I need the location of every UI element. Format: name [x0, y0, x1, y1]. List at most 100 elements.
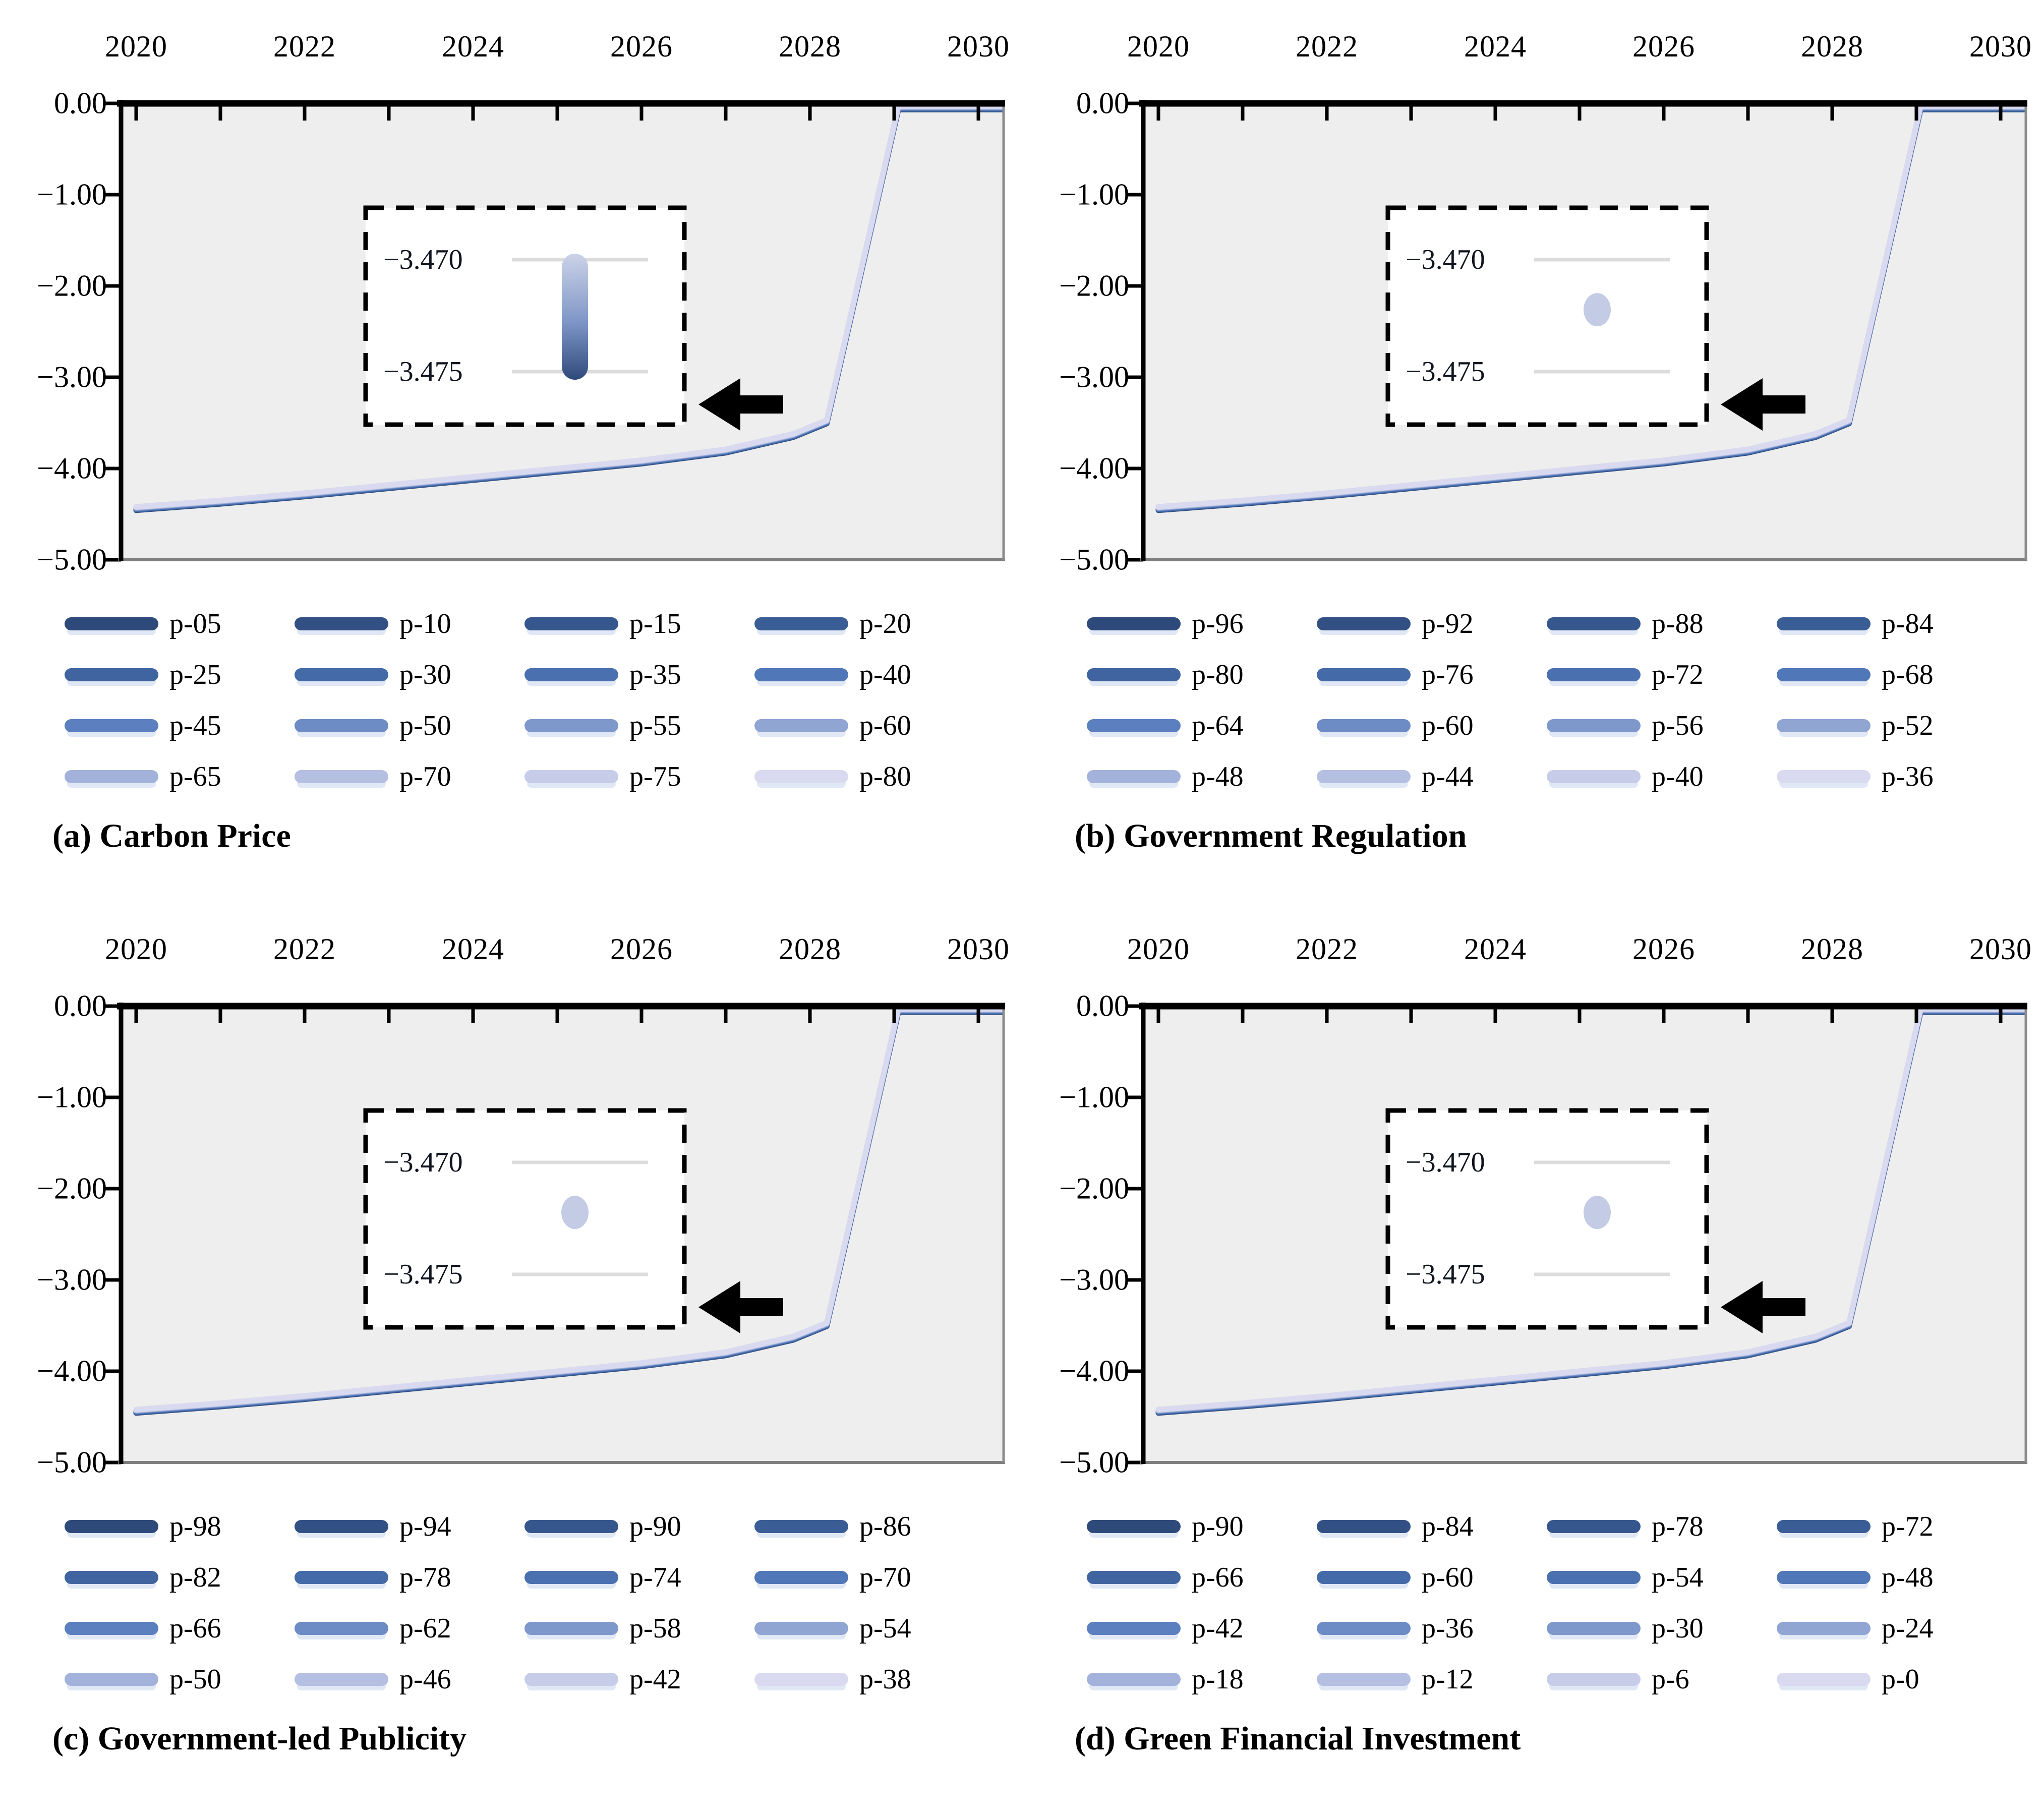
- x-tick-label: 2024: [1464, 30, 1527, 63]
- legend-item: p-78: [295, 1561, 524, 1594]
- x-tick-label: 2024: [442, 932, 504, 966]
- legend-item: p-40: [754, 659, 984, 691]
- y-tick-label: 0.00: [54, 989, 107, 1023]
- series-label: p-90: [1192, 1510, 1244, 1542]
- series-label: p-36: [1882, 760, 1934, 792]
- x-tick-label: 2020: [105, 932, 167, 966]
- legend-item: p-50: [65, 1663, 295, 1695]
- panel-government-regulation: 2020 2022 2024 2026 2028 2030 0.00 −1.00…: [1022, 0, 2044, 903]
- series-color-swatch: [1087, 617, 1181, 630]
- series-color-swatch: [754, 770, 848, 783]
- series-label: p-98: [169, 1510, 221, 1542]
- panel-green-financial-investment: 2020 2022 2024 2026 2028 2030 0.00 −1.00…: [1022, 903, 2044, 1805]
- x-tick-label: 2022: [1296, 932, 1358, 966]
- series-color-swatch: [524, 617, 618, 630]
- series-label: p-36: [1422, 1612, 1474, 1644]
- series-color-swatch: [1317, 617, 1411, 630]
- series-label: p-86: [859, 1510, 911, 1542]
- x-tick-label: 2030: [947, 932, 1010, 966]
- series-color-swatch: [1547, 1621, 1641, 1635]
- legend-item: p-50: [295, 710, 524, 742]
- series-color-swatch: [1547, 1672, 1641, 1686]
- series-color-swatch: [1087, 1672, 1181, 1686]
- x-tick-label: 2026: [1632, 932, 1695, 966]
- series-color-swatch: [754, 719, 848, 732]
- series-label: p-55: [629, 710, 681, 741]
- legend-item: p-80: [754, 760, 984, 793]
- series-label: p-54: [859, 1612, 911, 1644]
- legend-item: p-60: [754, 710, 984, 742]
- legend-item: p-60: [1317, 710, 1547, 742]
- series-label: p-44: [1422, 760, 1474, 792]
- series-label: p-25: [169, 659, 221, 690]
- y-tick-label: −3.00: [1059, 1263, 1129, 1297]
- chart-canvas-government-regulation: [1127, 100, 2027, 562]
- y-tick-label: −3.00: [37, 1263, 107, 1297]
- series-color-swatch: [524, 1672, 618, 1686]
- series-label: p-42: [1192, 1612, 1244, 1644]
- series-color-swatch: [65, 770, 158, 783]
- legend-item: p-46: [295, 1663, 524, 1695]
- series-color-swatch: [65, 1519, 158, 1533]
- y-tick-label: −1.00: [1059, 1080, 1129, 1114]
- series-color-swatch: [295, 1519, 388, 1533]
- y-tick-label: −4.00: [1059, 1354, 1129, 1388]
- x-tick-label: 2030: [947, 30, 1010, 63]
- legend-item: p-38: [754, 1663, 984, 1695]
- y-tick-label: −3.00: [37, 360, 107, 394]
- series-label: p-58: [629, 1612, 681, 1644]
- series-label: p-80: [859, 760, 911, 792]
- legend-item: p-36: [1777, 760, 2007, 793]
- x-tick-label: 2020: [1127, 30, 1190, 63]
- legend-item: p-74: [524, 1561, 754, 1594]
- series-label: p-6: [1652, 1663, 1689, 1695]
- legend-item: p-20: [754, 608, 984, 640]
- y-tick-label: 0.00: [1076, 989, 1129, 1023]
- series-color-swatch: [295, 770, 388, 783]
- series-label: p-18: [1192, 1663, 1244, 1695]
- y-tick-label: −5.00: [1059, 543, 1129, 576]
- legend-item: p-72: [1547, 659, 1777, 691]
- legend-item: p-98: [65, 1510, 295, 1543]
- legend-item: p-15: [524, 608, 754, 640]
- series-color-swatch: [1777, 770, 1871, 783]
- series-color-swatch: [1087, 1519, 1181, 1533]
- series-label: p-72: [1652, 659, 1704, 690]
- legend-item: p-70: [295, 760, 524, 793]
- series-color-swatch: [754, 1672, 848, 1686]
- legend-item: p-84: [1317, 1510, 1547, 1543]
- x-tick-label: 2026: [610, 932, 673, 966]
- x-tick-label: 2030: [1969, 30, 2032, 63]
- legend-item: p-72: [1777, 1510, 2007, 1543]
- y-tick-label: −2.00: [37, 1172, 107, 1205]
- legend-item: p-48: [1087, 760, 1317, 793]
- x-tick-label: 2020: [1127, 932, 1190, 966]
- legend-green-financial-investment: p-90 p-84 p-78 p-72 p-66 p-60 p-54 p-48 …: [1087, 1501, 2007, 1705]
- panel-caption: (b) Government Regulation: [1075, 817, 1467, 854]
- series-label: p-68: [1882, 659, 1934, 690]
- series-color-swatch: [1317, 668, 1411, 681]
- series-label: p-12: [1422, 1663, 1474, 1695]
- x-tick-label: 2024: [1464, 932, 1527, 966]
- x-tick-label: 2028: [1801, 30, 1863, 63]
- series-color-swatch: [754, 1519, 848, 1533]
- legend-government-led-publicity: p-98 p-94 p-90 p-86 p-82 p-78 p-74 p-70 …: [65, 1501, 984, 1705]
- series-label: p-40: [1652, 760, 1704, 792]
- y-tick-label: −4.00: [37, 451, 107, 485]
- series-label: p-50: [399, 710, 451, 741]
- y-tick-label: −5.00: [1059, 1445, 1129, 1479]
- series-label: p-48: [1882, 1561, 1934, 1593]
- y-tick-label: −5.00: [37, 543, 107, 576]
- x-tick-label: 2026: [610, 30, 673, 63]
- y-tick-label: −2.00: [1059, 1172, 1129, 1205]
- series-color-swatch: [295, 1672, 388, 1686]
- panel-caption: (a) Carbon Price: [52, 817, 291, 854]
- legend-item: p-78: [1547, 1510, 1777, 1543]
- y-tick-label: −1.00: [37, 178, 107, 211]
- legend-item: p-10: [295, 608, 524, 640]
- y-tick-label: −2.00: [37, 269, 107, 303]
- x-tick-label: 2030: [1969, 932, 2032, 966]
- legend-item: p-6: [1547, 1663, 1777, 1695]
- series-color-swatch: [1777, 617, 1871, 630]
- y-tick-label: −2.00: [1059, 269, 1129, 303]
